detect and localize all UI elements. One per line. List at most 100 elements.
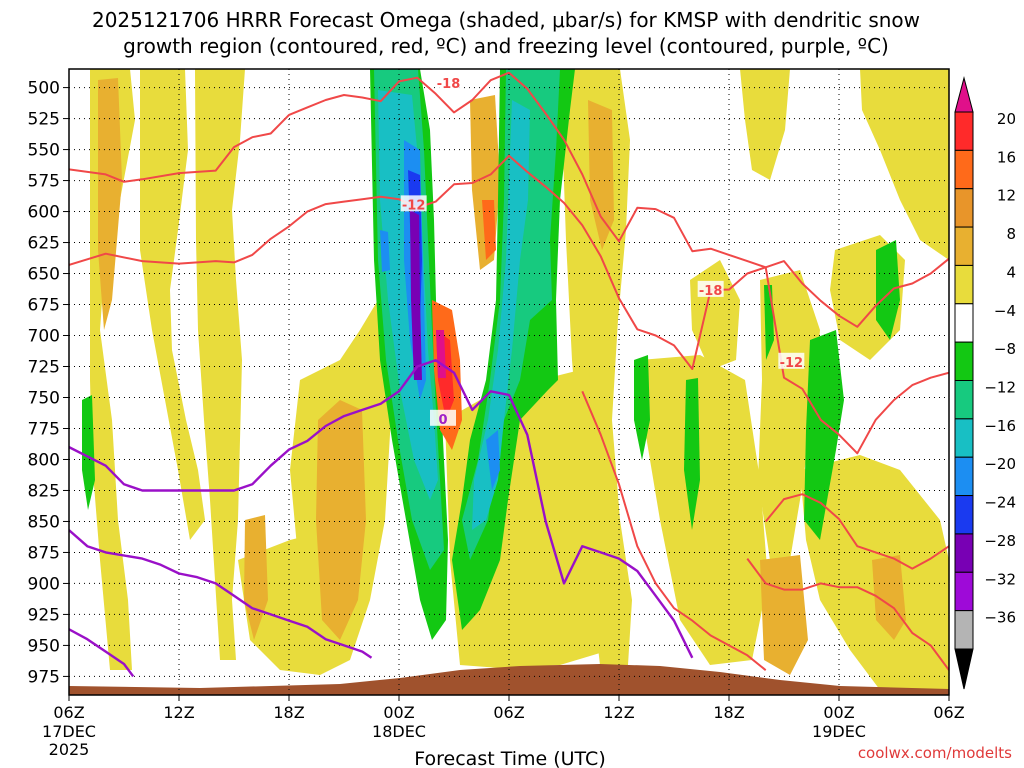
- x-tick-label: 06Z: [933, 703, 964, 722]
- y-tick-label: 550: [28, 141, 60, 161]
- x-tick-label: 06Z: [493, 703, 524, 722]
- omega-yellow-area: [195, 69, 245, 660]
- dgz-12-lower-line: [581, 390, 767, 671]
- grid: [68, 69, 950, 695]
- y-tick-label: 950: [28, 636, 60, 656]
- dgz-18-lower-line: [746, 558, 949, 671]
- omega-green-area: [82, 395, 95, 510]
- y-tick-label: 750: [28, 388, 60, 408]
- x-tick-label: 18Z: [713, 703, 744, 722]
- omega-yellow-area: [740, 69, 790, 180]
- contour-label-bg: [435, 73, 462, 90]
- contour-label-bg: [400, 195, 427, 212]
- colorbar-swatch: [954, 610, 974, 650]
- y-tick-label: 600: [28, 203, 60, 223]
- contour-label: -18: [699, 284, 723, 299]
- x-tick-date: 18DEC: [372, 722, 426, 741]
- colorbar-label: −36: [984, 609, 1016, 627]
- colorbar-swatch: [954, 456, 974, 497]
- omega-green-area: [804, 330, 844, 540]
- dgz-upper-18-line: [69, 154, 949, 370]
- contour-label-bg: [697, 280, 724, 297]
- chart-title-line2: growth region (contoured, red, ºC) and f…: [123, 34, 889, 58]
- purple-contours: [69, 359, 694, 678]
- y-tick-label: 800: [28, 450, 60, 470]
- omega-orange-area: [244, 515, 268, 640]
- x-tick-label: 06Z: [53, 703, 84, 722]
- colorbar-swatch: [954, 571, 974, 612]
- contour-label: -12: [780, 356, 804, 371]
- contour-labels: -18 -12 -18 -12 0: [400, 73, 805, 428]
- colorbar-label: −12: [984, 379, 1016, 397]
- colorbar-swatch: [954, 533, 974, 573]
- y-tick-label: 850: [28, 512, 60, 532]
- x-tick-label: 18Z: [273, 703, 304, 722]
- colorbar-label: 4: [1006, 263, 1016, 281]
- omega-orange-area: [316, 400, 366, 640]
- colorbar-swatch: [954, 111, 974, 151]
- y-tick-label: 500: [28, 79, 60, 99]
- dgz-lower-12-line: [69, 71, 949, 455]
- dgz-right-12-line: [764, 493, 949, 570]
- omega-blue-area: [380, 230, 390, 272]
- x-tick-year: 2025: [49, 740, 90, 759]
- omega-orange-area: [482, 200, 496, 260]
- contour-label: -18: [437, 77, 461, 92]
- y-tick-label: 900: [28, 574, 60, 594]
- colorbar-label: −4: [994, 302, 1016, 320]
- contour-label: -12: [402, 198, 426, 213]
- colorbar-swatch: [954, 341, 974, 381]
- omega-green-area: [634, 355, 650, 460]
- colorbar-swatch: [954, 188, 974, 228]
- y-tick-label: 975: [28, 667, 60, 687]
- y-tick-label: 650: [28, 265, 60, 285]
- omega-yellow-area: [640, 355, 768, 665]
- omega-yellow-area: [140, 69, 205, 540]
- colorbar-swatch: [954, 264, 974, 305]
- colorbar-label: −28: [984, 532, 1016, 550]
- y-tick-label: 575: [28, 172, 60, 192]
- y-tick-label: 825: [28, 481, 60, 501]
- omega-green-area: [684, 378, 700, 530]
- y-tick-label: 875: [28, 543, 60, 563]
- x-tick-label: 12Z: [603, 703, 634, 722]
- colorbar: 20 16 12 8 4 −4 −8 −12 −16 −20 −24 −28 −32 −36: [954, 76, 1016, 690]
- omega-yellow-area: [758, 270, 820, 560]
- colorbar-label: −16: [984, 417, 1016, 435]
- colorbar-swatch: [954, 418, 974, 458]
- colorbar-label: −32: [984, 570, 1016, 588]
- y-tick-label: 675: [28, 296, 60, 316]
- y-tick-label: 925: [28, 605, 60, 625]
- omega-orange-area: [98, 78, 122, 330]
- colorbar-bottom-arrow: [954, 648, 974, 690]
- colorbar-swatch: [954, 380, 974, 420]
- watermark: coolwx.com/modelts: [858, 744, 1012, 762]
- colorbar-label: −24: [984, 494, 1016, 512]
- colorbar-swatch: [954, 226, 974, 266]
- y-tick-label: 525: [28, 110, 60, 130]
- y-axis: 500 525 550 575 600 625 650 675 700 725 750 775 800 8…: [28, 79, 69, 687]
- colorbar-top-arrow: [954, 76, 974, 113]
- x-tick-label: 00Z: [823, 703, 854, 722]
- x-tick-date: 17DEC: [42, 722, 96, 741]
- colorbar-swatch: [954, 303, 974, 343]
- omega-blue-area: [486, 430, 500, 490]
- contour-label: 0: [438, 413, 447, 428]
- omega-cyan-area: [472, 100, 530, 530]
- y-tick-label: 775: [28, 419, 60, 439]
- x-axis-title: Forecast Time (UTC): [414, 748, 605, 768]
- red-contours: [69, 71, 949, 671]
- freezing-bottom-left-line: [69, 628, 135, 678]
- y-tick-label: 700: [28, 327, 60, 347]
- freezing-lower-line: [69, 529, 373, 659]
- omega-orange-area: [872, 555, 906, 640]
- colorbar-label: 20: [997, 110, 1016, 128]
- x-tick-label: 12Z: [163, 703, 194, 722]
- y-tick-label: 725: [28, 358, 60, 378]
- x-tick-label: 00Z: [383, 703, 414, 722]
- freezing-upper-line: [69, 359, 694, 659]
- contour-label-bg: [778, 352, 805, 369]
- colorbar-label: −8: [994, 340, 1016, 358]
